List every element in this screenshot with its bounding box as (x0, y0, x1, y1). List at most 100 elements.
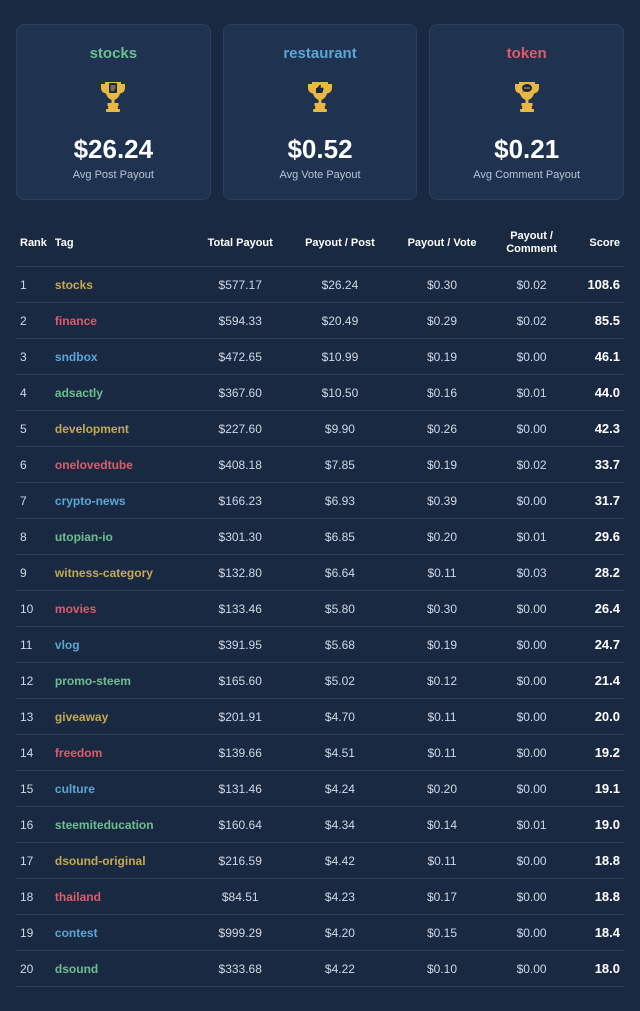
cell-tag[interactable]: dsound-original (51, 843, 192, 879)
table-row[interactable]: 12promo-steem$165.60$5.02$0.12$0.0021.4 (16, 663, 624, 699)
col-total[interactable]: Total Payout (192, 220, 289, 267)
table-row[interactable]: 17dsound-original$216.59$4.42$0.11$0.001… (16, 843, 624, 879)
cell-per-post: $5.80 (289, 591, 392, 627)
cell-rank: 3 (16, 339, 51, 375)
cell-per-post: $6.64 (289, 555, 392, 591)
table-row[interactable]: 2finance$594.33$20.49$0.29$0.0285.5 (16, 303, 624, 339)
col-per-post[interactable]: Payout / Post (289, 220, 392, 267)
payout-table: Rank Tag Total Payout Payout / Post Payo… (16, 220, 624, 987)
table-row[interactable]: 6onelovedtube$408.18$7.85$0.19$0.0233.7 (16, 447, 624, 483)
col-tag[interactable]: Tag (51, 220, 192, 267)
table-row[interactable]: 5development$227.60$9.90$0.26$0.0042.3 (16, 411, 624, 447)
cell-per-vote: $0.17 (391, 879, 493, 915)
cell-tag[interactable]: contest (51, 915, 192, 951)
cell-score: 24.7 (570, 627, 624, 663)
cell-per-vote: $0.20 (391, 519, 493, 555)
cell-per-post: $4.24 (289, 771, 392, 807)
cell-tag[interactable]: vlog (51, 627, 192, 663)
summary-card: token$0.21Avg Comment Payout (429, 24, 624, 200)
table-row[interactable]: 10movies$133.46$5.80$0.30$0.0026.4 (16, 591, 624, 627)
cell-rank: 13 (16, 699, 51, 735)
cell-tag[interactable]: freedom (51, 735, 192, 771)
cell-per-post: $6.85 (289, 519, 392, 555)
cell-rank: 18 (16, 879, 51, 915)
cell-total: $408.18 (192, 447, 289, 483)
cell-tag[interactable]: utopian-io (51, 519, 192, 555)
cell-total: $201.91 (192, 699, 289, 735)
card-title: restaurant (234, 45, 407, 62)
cell-per-post: $4.70 (289, 699, 392, 735)
cell-tag[interactable]: crypto-news (51, 483, 192, 519)
cell-per-post: $9.90 (289, 411, 392, 447)
cell-score: 19.0 (570, 807, 624, 843)
col-rank[interactable]: Rank (16, 220, 51, 267)
table-row[interactable]: 4adsactly$367.60$10.50$0.16$0.0144.0 (16, 375, 624, 411)
cell-tag[interactable]: giveaway (51, 699, 192, 735)
cell-per-post: $26.24 (289, 267, 392, 303)
cell-per-vote: $0.19 (391, 339, 493, 375)
cell-tag[interactable]: movies (51, 591, 192, 627)
table-row[interactable]: 20dsound$333.68$4.22$0.10$0.0018.0 (16, 951, 624, 987)
cell-tag[interactable]: dsound (51, 951, 192, 987)
col-per-comment[interactable]: Payout / Comment (493, 220, 571, 267)
cell-tag[interactable]: sndbox (51, 339, 192, 375)
cell-total: $367.60 (192, 375, 289, 411)
table-body: 1stocks$577.17$26.24$0.30$0.02108.62fina… (16, 267, 624, 987)
table-row[interactable]: 11vlog$391.95$5.68$0.19$0.0024.7 (16, 627, 624, 663)
table-row[interactable]: 18thailand$84.51$4.23$0.17$0.0018.8 (16, 879, 624, 915)
table-row[interactable]: 14freedom$139.66$4.51$0.11$0.0019.2 (16, 735, 624, 771)
cell-total: $472.65 (192, 339, 289, 375)
cell-tag[interactable]: culture (51, 771, 192, 807)
cell-tag[interactable]: finance (51, 303, 192, 339)
trophy-icon (27, 76, 200, 120)
cell-per-comment: $0.00 (493, 339, 571, 375)
cell-tag[interactable]: stocks (51, 267, 192, 303)
table-row[interactable]: 19contest$999.29$4.20$0.15$0.0018.4 (16, 915, 624, 951)
cell-per-vote: $0.12 (391, 663, 493, 699)
cell-total: $594.33 (192, 303, 289, 339)
cell-tag[interactable]: promo-steem (51, 663, 192, 699)
cell-per-comment: $0.02 (493, 447, 571, 483)
cell-score: 29.6 (570, 519, 624, 555)
table-row[interactable]: 8utopian-io$301.30$6.85$0.20$0.0129.6 (16, 519, 624, 555)
cell-total: $301.30 (192, 519, 289, 555)
cell-tag[interactable]: witness-category (51, 555, 192, 591)
cell-tag[interactable]: onelovedtube (51, 447, 192, 483)
cell-total: $391.95 (192, 627, 289, 663)
col-per-vote[interactable]: Payout / Vote (391, 220, 493, 267)
cell-per-post: $10.99 (289, 339, 392, 375)
table-row[interactable]: 7crypto-news$166.23$6.93$0.39$0.0031.7 (16, 483, 624, 519)
cell-per-comment: $0.00 (493, 735, 571, 771)
cell-rank: 1 (16, 267, 51, 303)
cell-per-vote: $0.15 (391, 915, 493, 951)
cell-per-comment: $0.00 (493, 771, 571, 807)
cell-per-vote: $0.11 (391, 735, 493, 771)
cell-per-post: $4.42 (289, 843, 392, 879)
cell-per-post: $7.85 (289, 447, 392, 483)
table-row[interactable]: 13giveaway$201.91$4.70$0.11$0.0020.0 (16, 699, 624, 735)
card-title: stocks (27, 45, 200, 62)
col-score[interactable]: Score (570, 220, 624, 267)
cell-per-vote: $0.16 (391, 375, 493, 411)
cell-per-vote: $0.11 (391, 699, 493, 735)
cell-per-comment: $0.00 (493, 915, 571, 951)
cell-tag[interactable]: thailand (51, 879, 192, 915)
table-row[interactable]: 9witness-category$132.80$6.64$0.11$0.032… (16, 555, 624, 591)
table-row[interactable]: 3sndbox$472.65$10.99$0.19$0.0046.1 (16, 339, 624, 375)
table-row[interactable]: 1stocks$577.17$26.24$0.30$0.02108.6 (16, 267, 624, 303)
cell-tag[interactable]: development (51, 411, 192, 447)
cell-per-comment: $0.01 (493, 807, 571, 843)
table-row[interactable]: 16steemiteducation$160.64$4.34$0.14$0.01… (16, 807, 624, 843)
table-row[interactable]: 15culture$131.46$4.24$0.20$0.0019.1 (16, 771, 624, 807)
cell-per-post: $4.22 (289, 951, 392, 987)
cell-per-comment: $0.01 (493, 375, 571, 411)
cell-per-post: $10.50 (289, 375, 392, 411)
cell-per-vote: $0.10 (391, 951, 493, 987)
cell-score: 18.0 (570, 951, 624, 987)
cell-total: $166.23 (192, 483, 289, 519)
cell-tag[interactable]: adsactly (51, 375, 192, 411)
trophy-icon (234, 76, 407, 120)
cell-tag[interactable]: steemiteducation (51, 807, 192, 843)
trophy-icon (440, 76, 613, 120)
cell-total: $227.60 (192, 411, 289, 447)
